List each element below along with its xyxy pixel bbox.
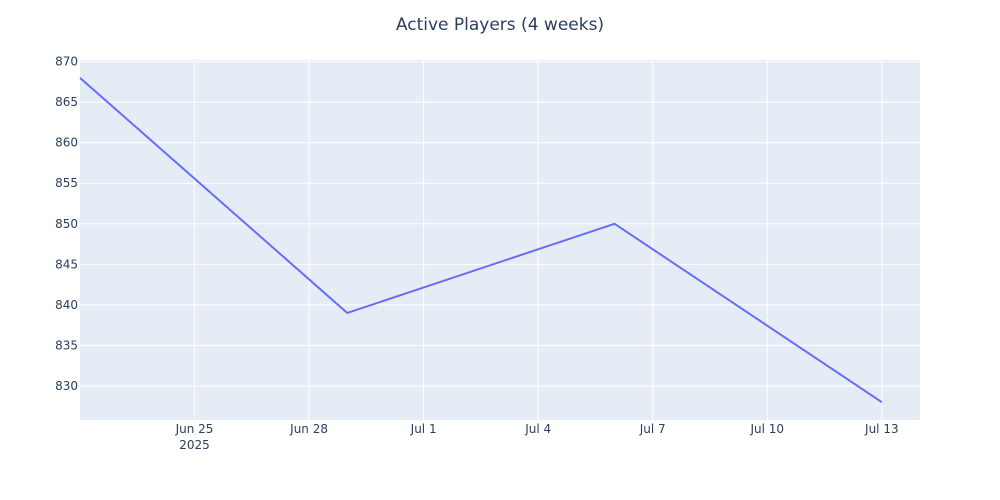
y-tick-label: 835 bbox=[55, 338, 78, 352]
data-point[interactable] bbox=[879, 399, 885, 405]
data-point[interactable] bbox=[344, 310, 350, 316]
y-axis: 830 835 840 845 850 855 860 865 870 bbox=[55, 55, 78, 393]
series-layer bbox=[77, 75, 885, 405]
data-point[interactable] bbox=[77, 75, 83, 81]
x-tick-label: Jun 25 bbox=[175, 422, 214, 436]
chart-title: Active Players (4 weeks) bbox=[396, 15, 604, 35]
y-tick-label: 855 bbox=[55, 176, 78, 190]
y-tick-label: 845 bbox=[55, 257, 78, 271]
x-tick-label: Jul 13 bbox=[864, 422, 899, 436]
y-tick-label: 865 bbox=[55, 95, 78, 109]
x-tick-label: Jul 4 bbox=[524, 422, 551, 436]
x-gridlines bbox=[194, 60, 883, 420]
y-tick-label: 840 bbox=[55, 298, 78, 312]
x-tick-year-label: 2025 bbox=[179, 438, 210, 452]
y-gridlines bbox=[80, 61, 920, 387]
data-point[interactable] bbox=[612, 221, 618, 227]
y-tick-label: 870 bbox=[55, 55, 78, 69]
x-tick-label: Jul 1 bbox=[410, 422, 437, 436]
y-tick-label: 850 bbox=[55, 217, 78, 231]
y-tick-label: 830 bbox=[55, 379, 78, 393]
x-tick-label: Jul 7 bbox=[639, 422, 666, 436]
x-tick-label: Jul 10 bbox=[749, 422, 784, 436]
plot-area bbox=[80, 60, 920, 420]
x-axis: Jun 25 2025 Jun 28 Jul 1 Jul 4 Jul 7 Jul 10 Jul… bbox=[175, 422, 899, 452]
x-tick-label: Jun 28 bbox=[289, 422, 328, 436]
y-tick-label: 860 bbox=[55, 136, 78, 150]
series-line bbox=[79, 77, 883, 403]
